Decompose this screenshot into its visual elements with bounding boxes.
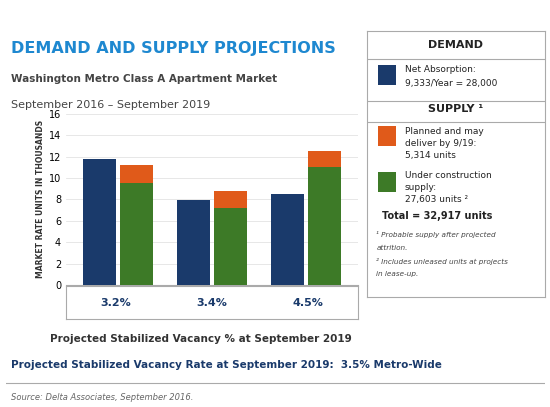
Bar bbox=[307, 167, 340, 285]
Text: DEMAND AND SUPPLY PROJECTIONS: DEMAND AND SUPPLY PROJECTIONS bbox=[11, 41, 336, 56]
Bar bbox=[213, 191, 246, 208]
Bar bbox=[119, 165, 152, 184]
Bar bbox=[177, 201, 210, 285]
Text: Washington Metro Class A Apartment Market: Washington Metro Class A Apartment Marke… bbox=[11, 74, 277, 84]
Bar bbox=[307, 151, 340, 167]
Text: 5,314 units: 5,314 units bbox=[405, 151, 455, 160]
Text: Planned and may: Planned and may bbox=[405, 127, 483, 136]
Text: ² Includes unleased units at projects: ² Includes unleased units at projects bbox=[376, 258, 508, 265]
Text: in lease-up.: in lease-up. bbox=[376, 271, 419, 278]
Text: Total = 32,917 units: Total = 32,917 units bbox=[382, 211, 492, 221]
Bar bbox=[83, 159, 116, 285]
Text: Source: Delta Associates, September 2016.: Source: Delta Associates, September 2016… bbox=[11, 393, 193, 402]
Text: Under construction: Under construction bbox=[405, 171, 491, 180]
Text: 3.4%: 3.4% bbox=[196, 298, 227, 308]
Bar bbox=[271, 194, 304, 285]
Text: attrition.: attrition. bbox=[376, 245, 408, 251]
Bar bbox=[213, 208, 246, 285]
Text: 9,333/Year = 28,000: 9,333/Year = 28,000 bbox=[405, 79, 497, 88]
Text: deliver by 9/19:: deliver by 9/19: bbox=[405, 139, 476, 148]
Text: Net Absorption:: Net Absorption: bbox=[405, 65, 475, 74]
Text: 3.2%: 3.2% bbox=[100, 298, 131, 308]
Text: Projected Stabilized Vacancy Rate at September 2019:  3.5% Metro-Wide: Projected Stabilized Vacancy Rate at Sep… bbox=[11, 360, 442, 370]
Y-axis label: MARKET RATE UNITS IN THOUSANDS: MARKET RATE UNITS IN THOUSANDS bbox=[36, 120, 45, 278]
Text: 4.5%: 4.5% bbox=[293, 298, 323, 308]
Bar bbox=[378, 65, 396, 85]
Text: DEMAND: DEMAND bbox=[428, 40, 483, 50]
Text: 27,603 units ²: 27,603 units ² bbox=[405, 195, 468, 204]
Bar bbox=[119, 184, 152, 285]
Bar bbox=[378, 172, 396, 192]
Text: SUPPLY ¹: SUPPLY ¹ bbox=[428, 104, 483, 114]
Text: ¹ Probable supply after projected: ¹ Probable supply after projected bbox=[376, 231, 496, 238]
Text: supply:: supply: bbox=[405, 183, 437, 193]
Bar bbox=[378, 127, 396, 147]
Text: September 2016 – September 2019: September 2016 – September 2019 bbox=[11, 100, 210, 109]
Text: Projected Stabilized Vacancy % at September 2019: Projected Stabilized Vacancy % at Septem… bbox=[50, 334, 351, 344]
